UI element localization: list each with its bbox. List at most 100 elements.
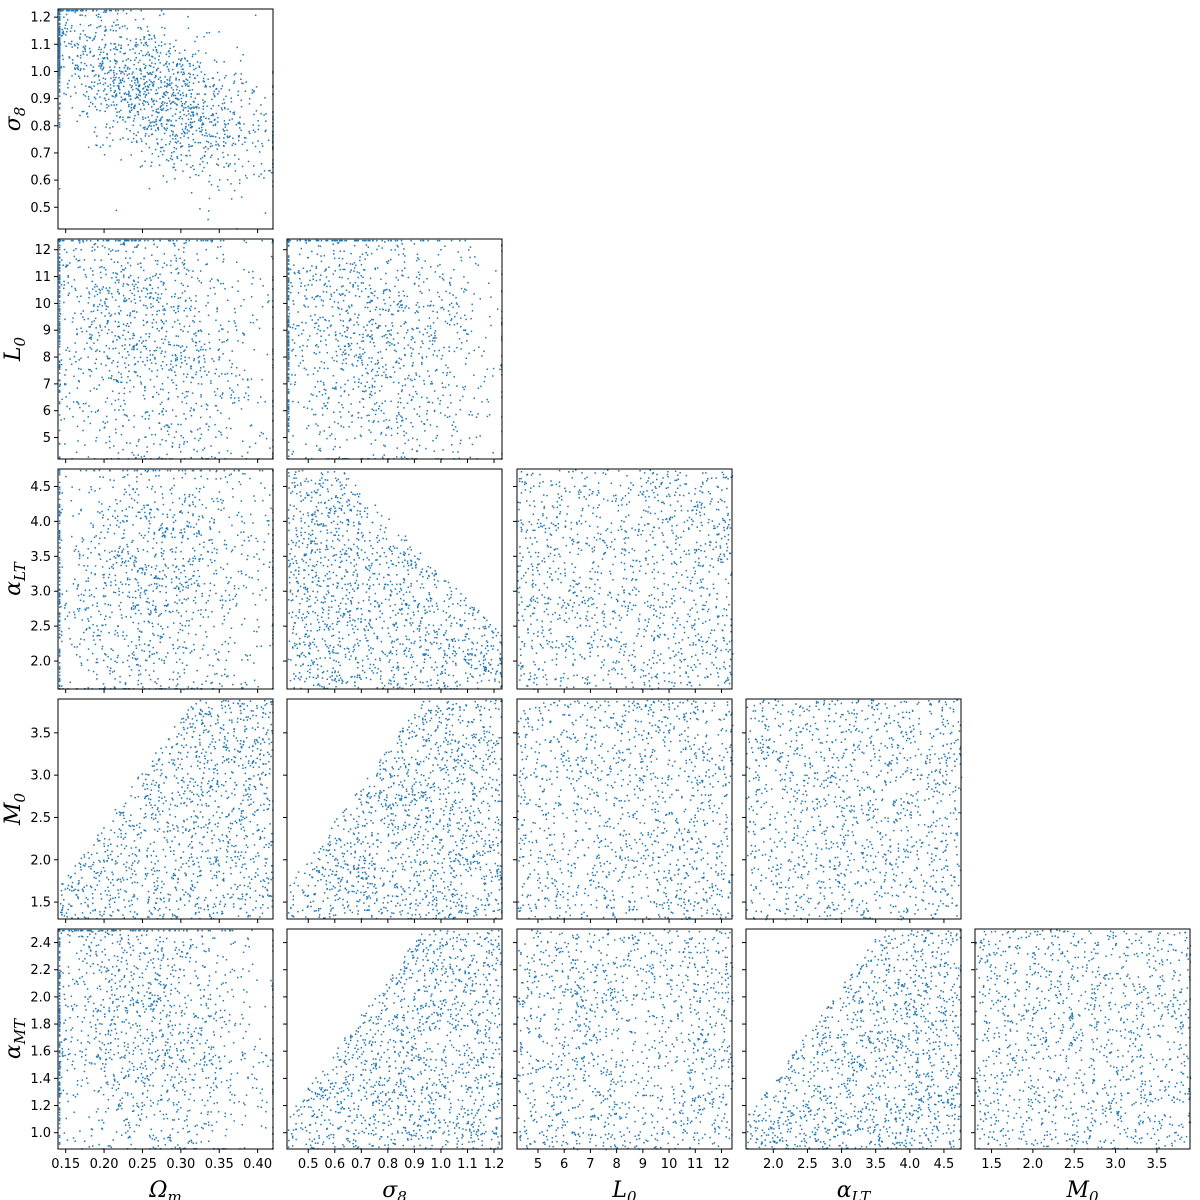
data-point	[332, 315, 334, 317]
data-point	[105, 29, 107, 32]
data-point	[105, 287, 108, 289]
data-point	[134, 104, 136, 106]
data-point	[74, 73, 77, 75]
data-point	[253, 173, 255, 176]
data-point	[141, 290, 143, 292]
data-point	[182, 646, 184, 648]
data-point	[175, 260, 177, 262]
data-point	[387, 425, 390, 428]
data-point	[258, 175, 260, 178]
data-point	[154, 568, 157, 570]
data-point	[63, 239, 65, 242]
data-point	[403, 261, 406, 263]
data-point	[128, 325, 130, 328]
data-point	[146, 289, 148, 291]
data-point	[353, 239, 356, 242]
data-point	[83, 631, 85, 634]
data-point	[160, 352, 162, 355]
data-point	[207, 295, 209, 297]
data-point	[371, 323, 373, 326]
data-point	[159, 97, 161, 100]
data-point	[315, 296, 317, 298]
data-point	[412, 348, 414, 350]
data-point	[71, 321, 74, 323]
data-point	[197, 609, 200, 612]
data-point	[154, 554, 157, 556]
data-point	[58, 117, 61, 120]
data-point	[253, 679, 256, 682]
data-point	[154, 469, 157, 472]
data-point	[438, 349, 440, 352]
data-point	[118, 371, 120, 374]
data-point	[64, 607, 66, 609]
data-point	[381, 374, 383, 377]
data-point	[132, 539, 134, 542]
data-point	[111, 671, 114, 673]
data-point	[120, 614, 123, 616]
data-point	[168, 119, 171, 121]
data-point	[137, 113, 140, 116]
data-point	[80, 638, 82, 640]
data-point	[130, 154, 132, 156]
data-point	[124, 366, 127, 369]
data-point	[114, 517, 117, 519]
data-point	[376, 297, 379, 299]
data-point	[95, 14, 98, 16]
data-point	[161, 368, 164, 370]
data-point	[154, 129, 157, 132]
data-point	[227, 331, 229, 333]
data-point	[164, 128, 166, 130]
data-point	[91, 270, 94, 272]
data-point	[163, 282, 165, 285]
data-point	[180, 351, 182, 354]
data-point	[415, 304, 418, 306]
data-point	[415, 276, 418, 278]
data-point	[294, 383, 296, 386]
data-point	[371, 357, 373, 359]
data-point	[58, 56, 61, 58]
data-point	[287, 263, 290, 265]
data-point	[111, 293, 113, 295]
data-point	[99, 476, 101, 478]
data-point	[177, 72, 179, 74]
data-point	[133, 76, 135, 78]
data-point	[228, 136, 231, 138]
data-point	[377, 374, 379, 377]
data-point	[80, 509, 82, 512]
data-point	[379, 314, 381, 316]
data-point	[162, 284, 165, 286]
data-point	[139, 99, 141, 101]
data-point	[167, 398, 169, 401]
data-point	[140, 631, 142, 633]
data-point	[193, 107, 195, 109]
data-point	[166, 119, 168, 121]
data-point	[163, 660, 165, 662]
data-point	[358, 314, 360, 316]
data-point	[199, 118, 201, 120]
data-point	[287, 364, 290, 366]
data-point	[322, 316, 324, 318]
data-point	[433, 409, 436, 412]
data-point	[187, 331, 189, 333]
data-point	[417, 327, 419, 329]
data-point	[120, 159, 122, 161]
data-point	[355, 365, 358, 367]
data-point	[89, 375, 91, 377]
data-point	[162, 535, 164, 537]
data-point	[381, 456, 384, 458]
data-point	[252, 592, 254, 595]
data-point	[367, 296, 369, 298]
data-point	[141, 342, 143, 344]
data-point	[310, 393, 313, 395]
data-point	[81, 9, 83, 12]
data-point	[396, 304, 399, 306]
data-point	[380, 385, 383, 387]
data-point	[91, 321, 93, 323]
data-point	[88, 293, 91, 295]
data-point	[398, 382, 400, 384]
data-point	[123, 476, 126, 478]
data-point	[189, 365, 192, 368]
data-point	[326, 437, 328, 440]
data-point	[159, 641, 161, 643]
data-point	[332, 375, 335, 377]
